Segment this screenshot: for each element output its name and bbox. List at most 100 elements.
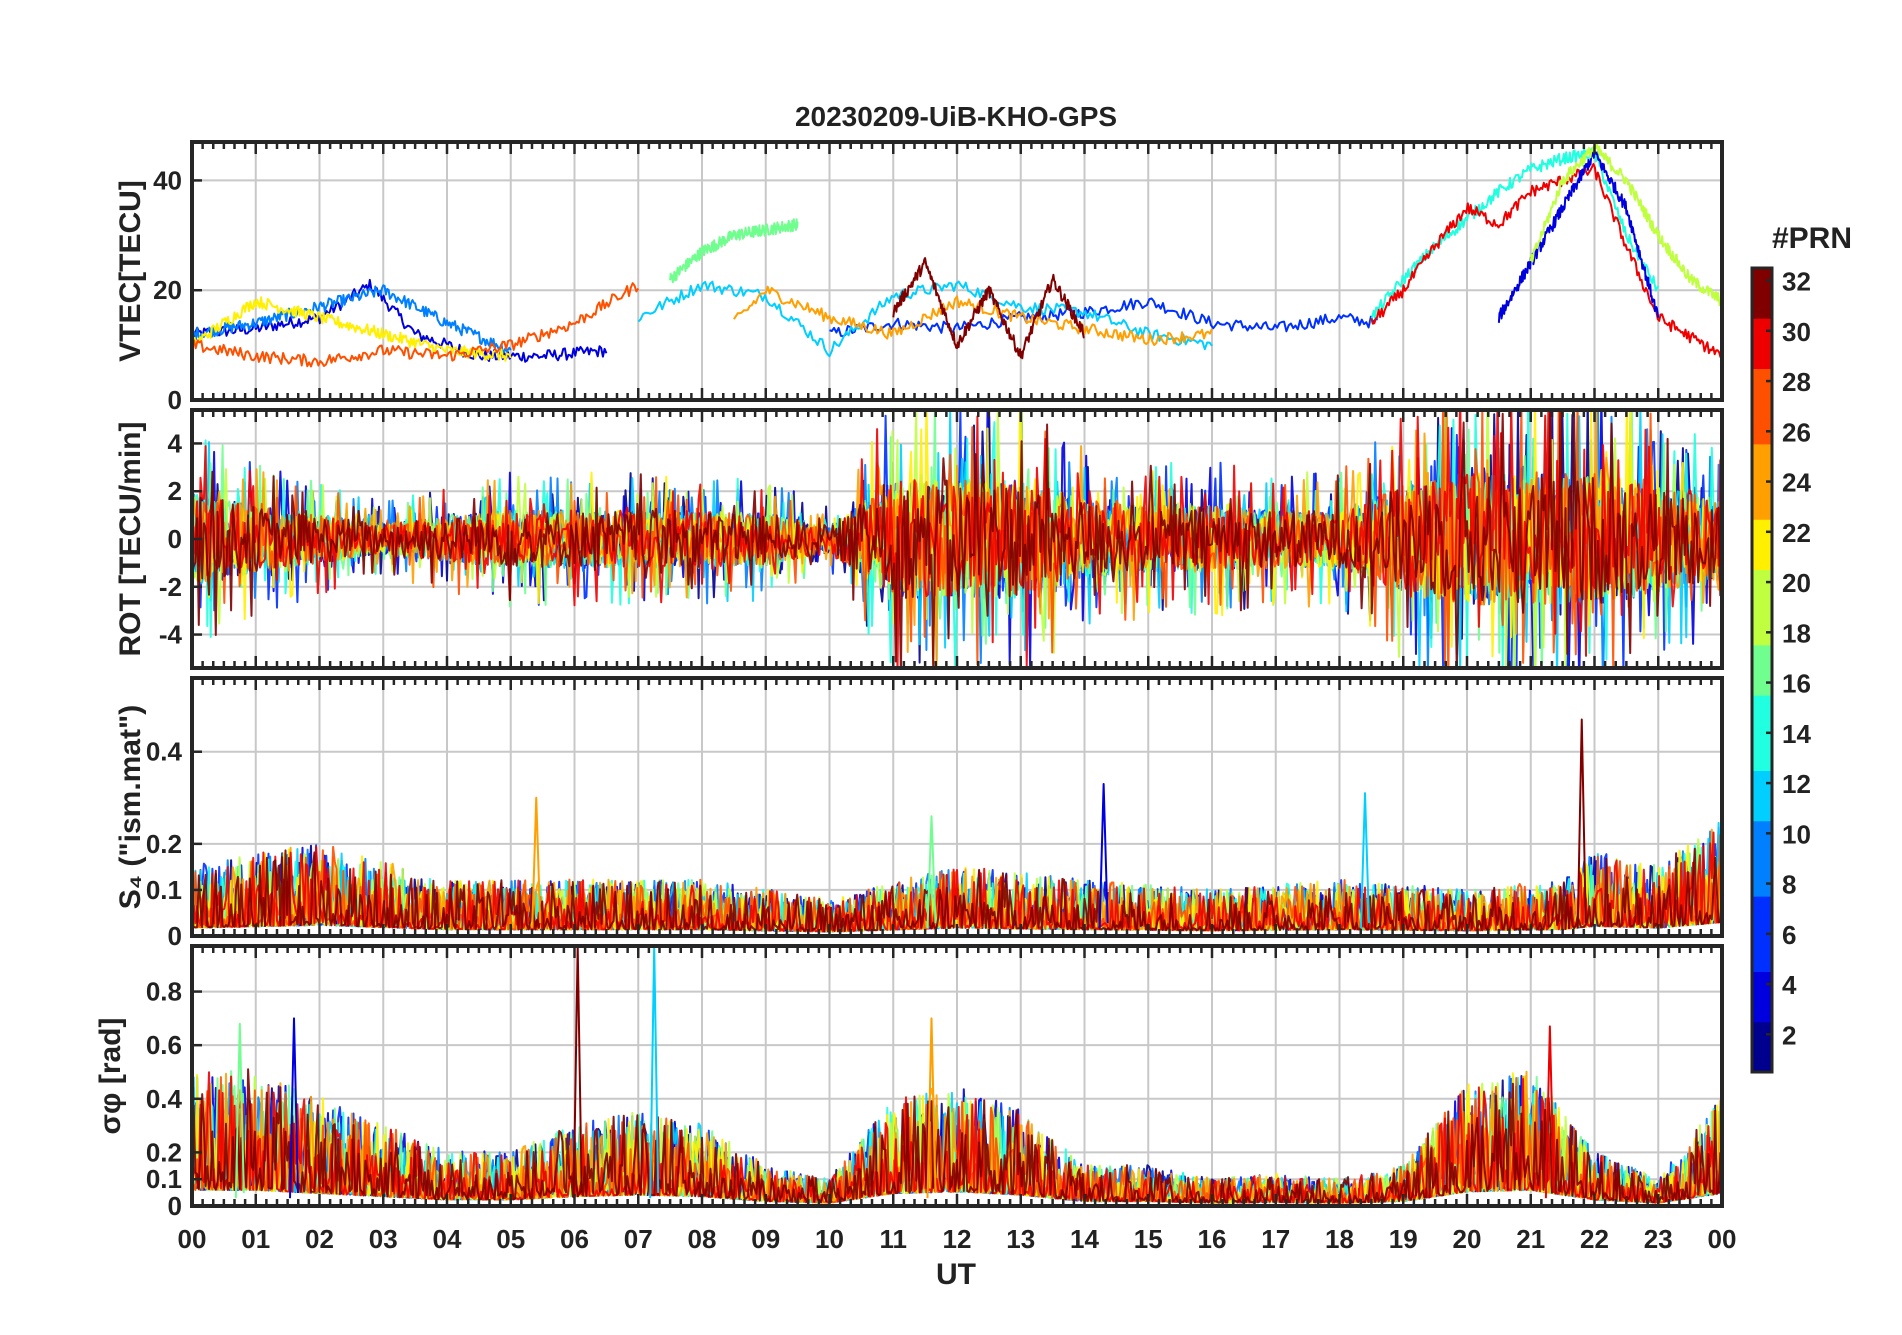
x-tick-label: 03 <box>369 1224 398 1254</box>
colorbar-tick-label: 14 <box>1782 719 1811 749</box>
colorbar-tick-label: 26 <box>1782 417 1811 447</box>
peak-spike <box>1098 782 1109 929</box>
y-tick-label: 0 <box>168 385 182 415</box>
x-tick-label: 13 <box>1006 1224 1035 1254</box>
y-tick-label: 0 <box>168 921 182 951</box>
x-tick-label: 00 <box>178 1224 207 1254</box>
colorbar-tick-label: 28 <box>1782 367 1811 397</box>
colorbar-segment <box>1752 921 1772 947</box>
plot-area <box>192 143 1722 368</box>
peak-spike <box>926 815 937 929</box>
x-tick-label: 14 <box>1070 1224 1099 1254</box>
colorbar-tick-label: 30 <box>1782 317 1811 347</box>
colorbar-segment <box>1752 971 1772 998</box>
series-line-prn-2 <box>192 278 608 363</box>
colorbar-tick-label: 4 <box>1782 970 1797 1000</box>
x-tick-label: 04 <box>433 1224 462 1254</box>
colorbar-segment <box>1752 443 1772 470</box>
series-line-prn-19 <box>1529 143 1722 307</box>
x-tick-label: 12 <box>943 1224 972 1254</box>
y-axis-label: σφ [rad] <box>94 1018 127 1135</box>
y-tick-label: 0.4 <box>146 737 183 767</box>
colorbar-tick-label: 20 <box>1782 568 1811 598</box>
x-tick-label: 00 <box>1708 1224 1737 1254</box>
x-tick-label: 18 <box>1325 1224 1354 1254</box>
y-tick-label: 2 <box>168 476 182 506</box>
series-line-prn-6 <box>829 297 1378 338</box>
colorbar-tick-label: 32 <box>1782 267 1811 297</box>
colorbar-tick-label: 18 <box>1782 618 1811 648</box>
y-tick-label: 0.8 <box>146 977 182 1007</box>
peak-spike <box>1576 718 1587 929</box>
colorbar-segment <box>1752 268 1772 294</box>
colorbar-frame <box>1750 266 1774 1074</box>
colorbar-tick-label: 22 <box>1782 518 1811 548</box>
colorbar-segment <box>1752 1021 1772 1048</box>
x-tick-label: 06 <box>560 1224 589 1254</box>
colorbar-segment <box>1752 494 1772 520</box>
x-tick-label: 23 <box>1644 1224 1673 1254</box>
panel-2: 0 0.1 0.2 0.4S₄ ("ism.mat") <box>114 676 1724 951</box>
y-tick-label: 40 <box>153 165 182 195</box>
y-tick-label: 0 <box>168 1191 182 1221</box>
peak-spike <box>1360 792 1370 929</box>
series-line-12 <box>192 410 1722 668</box>
y-tick-label: -4 <box>159 620 183 650</box>
series-line-prn-31 <box>892 257 1085 360</box>
x-tick-label: 05 <box>496 1224 525 1254</box>
x-tick-label: 16 <box>1198 1224 1227 1254</box>
peak-spike <box>1544 1025 1555 1199</box>
colorbar-segment <box>1752 343 1772 369</box>
colorbar-segment <box>1752 946 1772 972</box>
colorbar-segment <box>1752 318 1772 344</box>
colorbar-tick-label: 2 <box>1782 1020 1796 1050</box>
panel-1: -4 -2 0 2 4 ROT [TECU/min] <box>114 408 1724 670</box>
x-tick-label: 10 <box>815 1224 844 1254</box>
colorbar-segment <box>1752 293 1772 319</box>
chart-title: 20230209-UiB-KHO-GPS <box>795 101 1117 132</box>
plot-area <box>192 946 1722 1204</box>
series-line-prn-23 <box>733 285 1213 346</box>
series-line-prn-29 <box>1370 163 1722 359</box>
y-axis-label: VTEC[TECU] <box>114 180 147 362</box>
y-tick-label: 0.2 <box>146 1137 182 1167</box>
series-line-prn-20 <box>192 296 512 362</box>
colorbar-tick-label: 8 <box>1782 870 1796 900</box>
y-tick-label: 20 <box>153 275 182 305</box>
series-line-prn-26 <box>192 282 640 368</box>
colorbar-segment <box>1752 770 1772 797</box>
colorbar-segment <box>1752 594 1772 621</box>
colorbar-segment <box>1752 845 1772 872</box>
x-tick-label: 15 <box>1134 1224 1163 1254</box>
colorbar-segment <box>1752 544 1772 570</box>
colorbar-segment <box>1752 418 1772 445</box>
x-tick-label: 01 <box>241 1224 270 1254</box>
colorbar-segment <box>1752 695 1772 721</box>
panel-3: 00.10.2 0.4 0.6 0.8 σφ [rad] <box>94 944 1724 1221</box>
x-tick-label: 22 <box>1580 1224 1609 1254</box>
colorbar-segment <box>1752 569 1772 596</box>
colorbar-tick-label: 16 <box>1782 669 1811 699</box>
x-tick-label: 20 <box>1453 1224 1482 1254</box>
x-tick-label: 21 <box>1516 1224 1545 1254</box>
series-line-prn-13 <box>637 280 1213 358</box>
colorbar-segment <box>1752 745 1772 771</box>
colorbar-segment <box>1752 996 1772 1023</box>
y-tick-label: 0.6 <box>146 1030 182 1060</box>
x-tick-label: 19 <box>1389 1224 1418 1254</box>
x-tick-label: 08 <box>688 1224 717 1254</box>
colorbar-tick-label: 6 <box>1782 920 1796 950</box>
colorbar-tick-label: 12 <box>1782 769 1811 799</box>
y-tick-label: 4 <box>168 428 183 458</box>
y-axis-label: ROT [TECU/min] <box>114 422 147 657</box>
y-tick-label: 0.2 <box>146 829 182 859</box>
series-line-prn-18 <box>669 218 799 284</box>
colorbar-tick-label: 10 <box>1782 819 1811 849</box>
colorbar-segment <box>1752 1046 1772 1073</box>
series-line-prn-4 <box>1497 150 1660 323</box>
colorbar-segment <box>1752 820 1772 847</box>
series-line-12 <box>192 1068 1722 1204</box>
colorbar-segment <box>1752 720 1772 746</box>
